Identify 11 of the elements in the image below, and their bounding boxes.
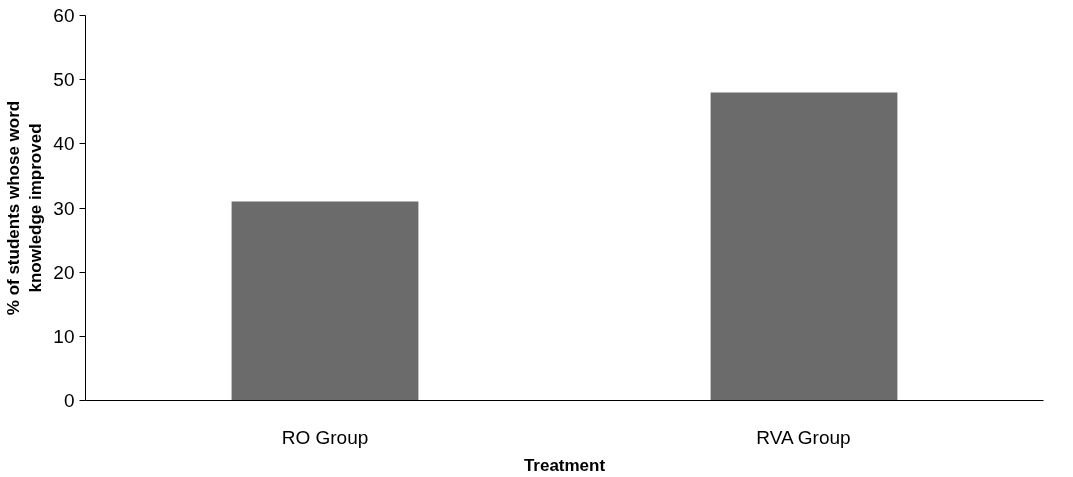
y-tick-label: 0: [63, 390, 75, 411]
y-tick-label: 50: [53, 69, 75, 91]
y-tick-label: 10: [53, 325, 75, 347]
y-tick-label: 20: [53, 261, 75, 283]
y-axis-title: % of students whose word knowledge improved: [3, 100, 46, 316]
x-tick-label: RO Group: [281, 426, 369, 448]
x-tick-label: RVA Group: [756, 426, 851, 448]
x-axis-title: Treatment: [523, 455, 606, 475]
y-tick-label: 60: [53, 5, 75, 26]
y-tick-label: 30: [53, 197, 75, 219]
y-tick-label: 40: [53, 133, 75, 155]
